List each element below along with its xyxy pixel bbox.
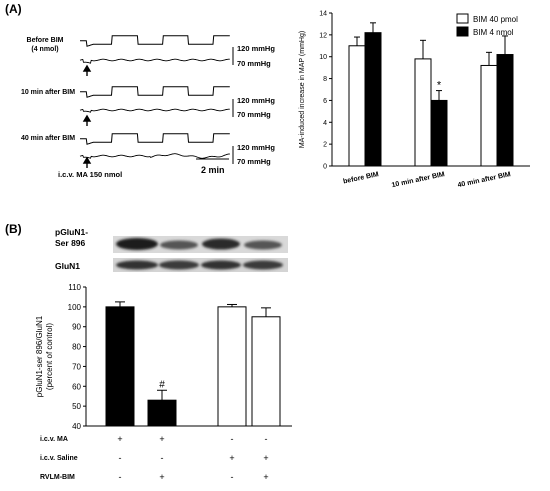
y-tick-label: 80 bbox=[72, 343, 81, 352]
y-tick-label: 110 bbox=[68, 283, 81, 292]
pgluN1-label-line2: Ser 896 bbox=[55, 238, 86, 248]
significance-mark: * bbox=[437, 80, 442, 92]
gluN1-label: GluN1 bbox=[55, 261, 81, 271]
gluN1-band-2 bbox=[159, 260, 199, 270]
trace-2-label: 10 min after BIM bbox=[20, 89, 76, 96]
x-tick-label: 10 min after BIM bbox=[391, 171, 446, 189]
trace-3-label: 40 min after BIM bbox=[20, 135, 76, 142]
treatment-mark: - bbox=[231, 472, 234, 482]
y-axis-label-1: (percent of control) bbox=[45, 323, 54, 390]
treatment-mark: + bbox=[159, 434, 164, 444]
treatment-mark: - bbox=[161, 453, 164, 463]
map-trace-1 bbox=[80, 35, 230, 47]
hr-trace-2 bbox=[79, 108, 230, 113]
map-increase-chart: 0 2 4 6 8 10 12 14 MA-induced increase in MAP (m… bbox=[299, 11, 530, 189]
gluN1-band-3 bbox=[201, 260, 241, 270]
y-tick-label: 90 bbox=[72, 323, 81, 332]
treatment-mark: + bbox=[263, 472, 268, 482]
pgluN1-ratio-chart: 40 50 60 70 80 90 100 110 pGluN1-ser 896/GluN1 (p… bbox=[35, 283, 292, 482]
map-trace-3 bbox=[80, 133, 230, 145]
pgluN1-band-3 bbox=[202, 238, 240, 250]
treatment-mark: + bbox=[229, 453, 234, 463]
scale-1-high: 120 mmHg bbox=[237, 44, 275, 53]
y-tick-label: 60 bbox=[72, 382, 81, 391]
pgluN1-band-4 bbox=[244, 240, 282, 250]
treatment-mark: - bbox=[119, 453, 122, 463]
panel-a-label: (A) bbox=[5, 2, 22, 16]
legend-swatch-0 bbox=[456, 13, 469, 24]
time-scale-label: 2 min bbox=[201, 165, 225, 175]
treatment-mark: + bbox=[117, 434, 122, 444]
bar-0 bbox=[105, 306, 135, 427]
pressure-traces bbox=[79, 35, 234, 168]
injection-label: i.c.v. MA 150 nmol bbox=[58, 170, 123, 179]
treatment-label-1: i.c.v. Saline bbox=[40, 455, 78, 462]
trace-1-label-line2: (4 nmol) bbox=[31, 46, 59, 53]
legend-swatch-1 bbox=[456, 26, 469, 37]
treatment-label-2: RVLM-BIM bbox=[40, 474, 75, 481]
bar-1-1 bbox=[430, 99, 448, 167]
y-tick-label: 70 bbox=[72, 362, 81, 371]
pgluN1-label: pGluN1- Ser 896 bbox=[55, 227, 88, 249]
treatment-mark: - bbox=[119, 472, 122, 482]
y-tick-label: 50 bbox=[72, 402, 81, 411]
gluN1-band-4 bbox=[243, 260, 283, 270]
bar-2 bbox=[217, 306, 247, 427]
y-axis-label: MA-induced increase in MAP (mmHg) bbox=[299, 31, 306, 148]
injection-arrow-3 bbox=[82, 156, 92, 168]
hr-trace-1 bbox=[79, 58, 230, 64]
scale-3-high: 120 mmHg bbox=[237, 143, 275, 152]
bar-1 bbox=[147, 399, 177, 427]
bar-1-0 bbox=[364, 32, 382, 167]
pgluN1-band-1 bbox=[116, 238, 158, 250]
y-tick-label: 0 bbox=[323, 164, 327, 171]
gluN1-band-1 bbox=[116, 260, 158, 270]
map-trace-2 bbox=[80, 86, 230, 98]
pgluN1-label-line1: pGluN1- bbox=[55, 227, 89, 237]
bar-1-2 bbox=[496, 54, 514, 167]
trace-1-label: Before BIM (4 nmol) bbox=[14, 36, 76, 54]
y-tick-label: 12 bbox=[319, 32, 327, 39]
y-tick-label: 100 bbox=[68, 303, 82, 312]
treatment-mark: + bbox=[159, 472, 164, 482]
x-tick-label: before BIM bbox=[343, 171, 380, 185]
hr-trace-3 bbox=[79, 153, 230, 159]
trace-1-label-line1: Before BIM bbox=[26, 37, 64, 44]
treatment-label-0: i.c.v. MA bbox=[40, 436, 68, 443]
western-blot bbox=[113, 236, 288, 272]
y-tick-label: 40 bbox=[72, 422, 81, 431]
scale-2-low: 70 mmHg bbox=[237, 110, 271, 119]
bar-0-2 bbox=[480, 64, 498, 167]
injection-arrow-1 bbox=[82, 64, 92, 76]
y-tick-label: 8 bbox=[323, 76, 327, 83]
scale-2-high: 120 mmHg bbox=[237, 96, 275, 105]
y-tick-label: 2 bbox=[323, 142, 327, 149]
legend-label-0: BIM 40 pmol bbox=[473, 15, 518, 24]
injection-arrow-2 bbox=[82, 114, 92, 126]
y-tick-label: 6 bbox=[323, 98, 327, 105]
pgluN1-blot-bg bbox=[113, 236, 288, 253]
pgluN1-band-2 bbox=[160, 240, 198, 250]
y-tick-label: 10 bbox=[319, 54, 327, 61]
y-axis-label-0: pGluN1-ser 896/GluN1 bbox=[35, 315, 44, 397]
bar-0-0 bbox=[348, 45, 366, 167]
legend-label-1: BIM 4 nmol bbox=[473, 28, 514, 37]
scale-1-low: 70 mmHg bbox=[237, 59, 271, 68]
treatment-mark: - bbox=[231, 434, 234, 444]
treatment-mark: + bbox=[263, 453, 268, 463]
scale-3-low: 70 mmHg bbox=[237, 157, 271, 166]
significance-mark: # bbox=[159, 379, 165, 390]
bar-0-1 bbox=[414, 58, 432, 167]
panel-b-label: (B) bbox=[5, 222, 22, 236]
y-tick-label: 4 bbox=[323, 120, 327, 127]
x-tick-label: 40 min after BIM bbox=[457, 171, 512, 189]
y-tick-label: 14 bbox=[319, 11, 327, 18]
gluN1-blot-bg bbox=[113, 258, 288, 272]
treatment-mark: - bbox=[265, 434, 268, 444]
bar-3 bbox=[251, 316, 281, 427]
